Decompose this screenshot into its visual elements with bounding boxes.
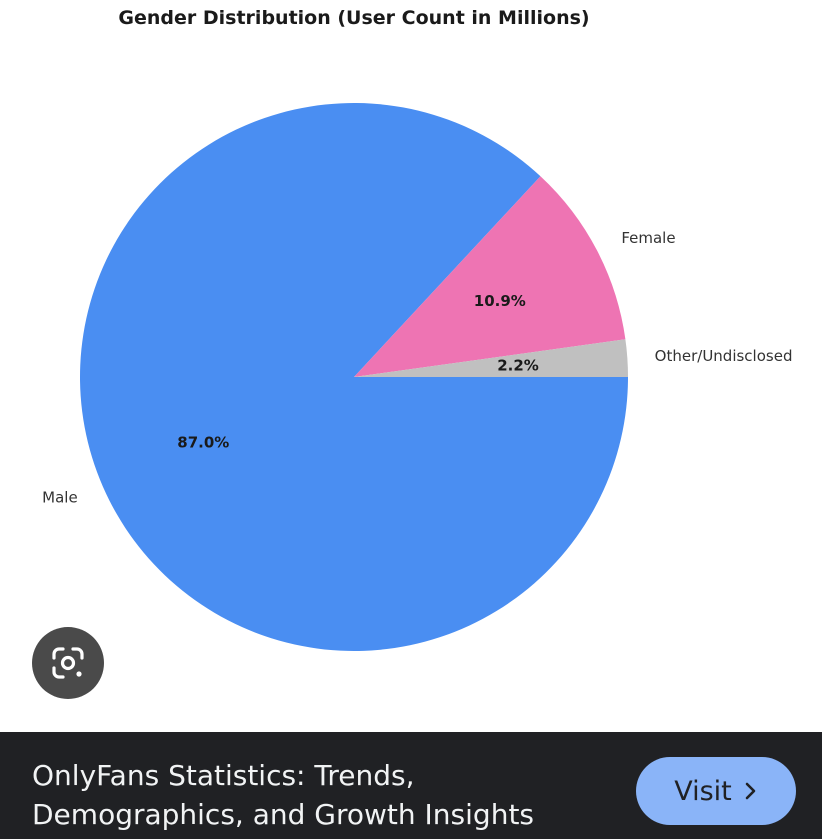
visit-button[interactable]: Visit — [636, 757, 796, 825]
chevron-right-icon — [744, 781, 758, 801]
pie-labels: 87.0% Male 10.9% Female 2.2% Other/Undisclose… — [42, 229, 792, 507]
lens-search-button[interactable] — [32, 627, 104, 699]
pie-slice-other-undisclosed — [354, 339, 628, 377]
chart-title: Gender Distribution (User Count in Milli… — [118, 7, 589, 29]
pie-slices — [80, 103, 628, 651]
google-lens-icon — [52, 647, 84, 679]
slice-label-1: Female — [621, 229, 675, 247]
slice-label-0: Male — [42, 488, 78, 506]
visit-label: Visit — [674, 775, 732, 807]
pct-label-2: 2.2% — [497, 357, 539, 375]
pct-label-0: 87.0% — [177, 434, 229, 452]
pct-label-1: 10.9% — [474, 292, 526, 310]
pie-slice-female — [354, 176, 626, 377]
chart-image[interactable]: Gender Distribution (User Count in Milli… — [0, 0, 822, 732]
result-title[interactable]: OnlyFans Statistics: Trends, Demographic… — [32, 759, 535, 831]
pie-chart: Gender Distribution (User Count in Milli… — [42, 7, 792, 651]
slice-label-2: Other/Undisclosed — [655, 347, 793, 365]
